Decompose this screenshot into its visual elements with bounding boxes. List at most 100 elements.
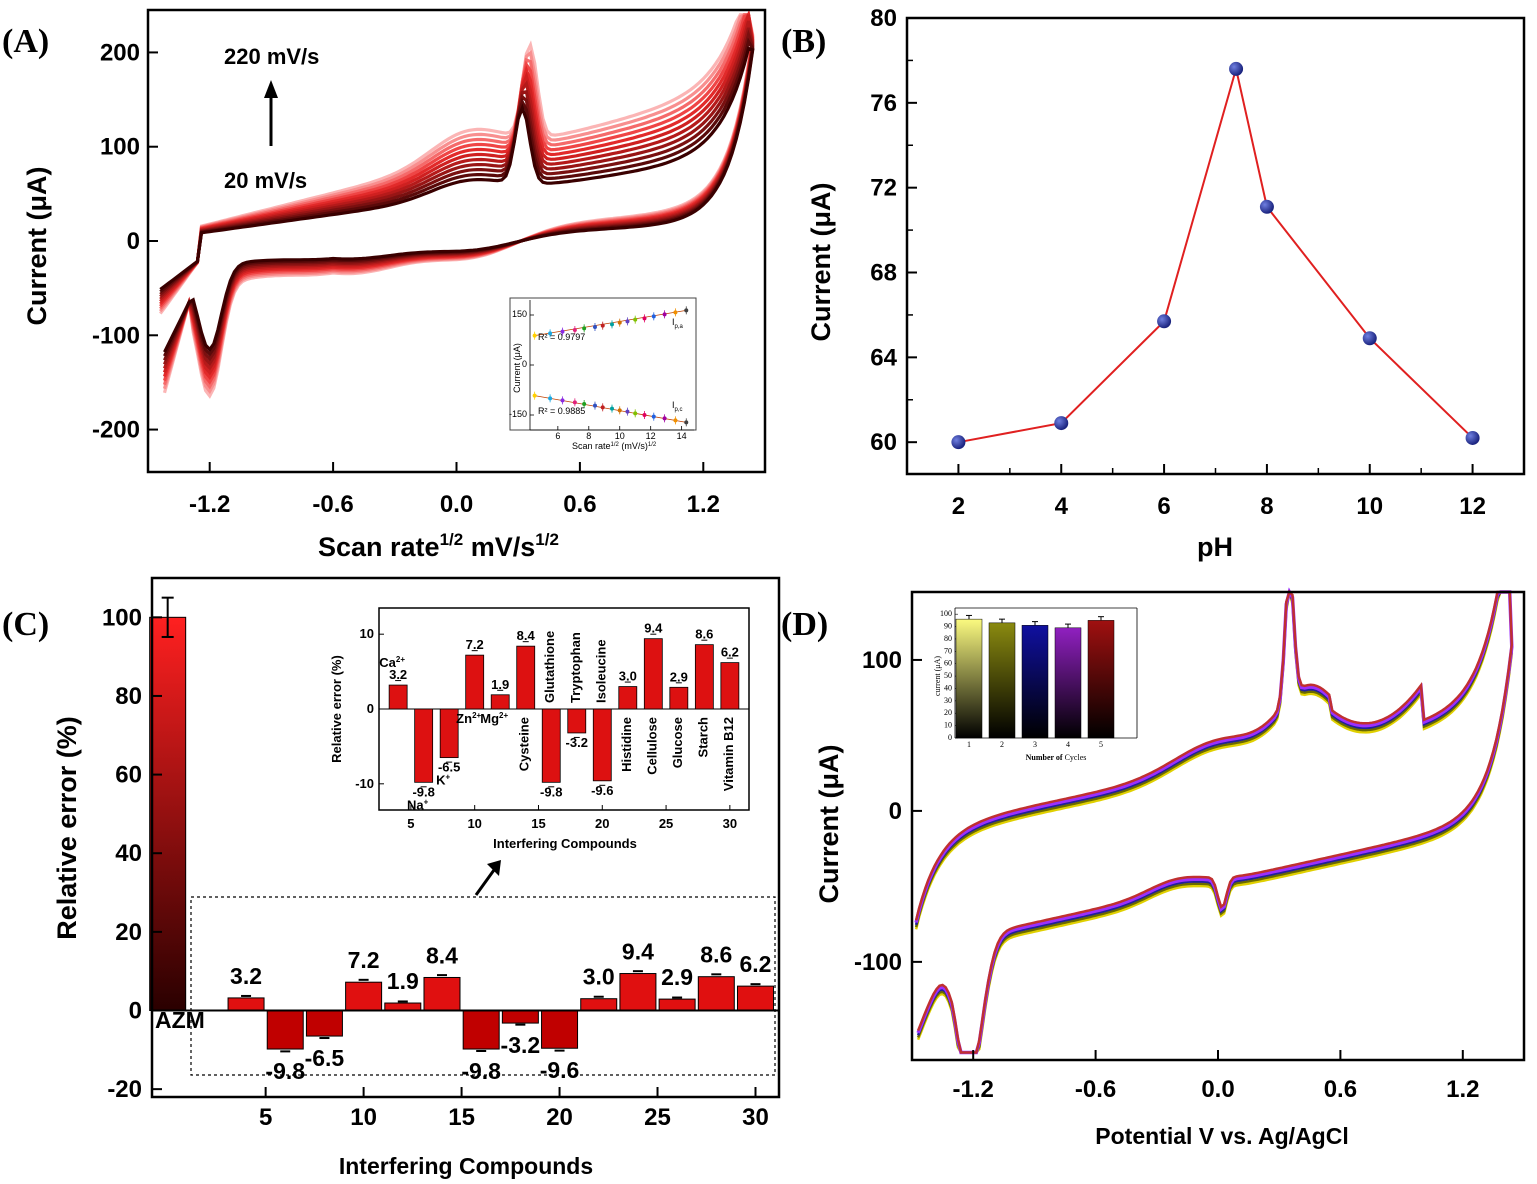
panel-c-bar: [697, 976, 735, 1011]
panel-d-xtick-label: 1.2: [1446, 1076, 1479, 1103]
panel-c-bar-value-label: -9.6: [540, 1057, 580, 1083]
panel-c-inset-compound-name: K+: [436, 773, 450, 788]
panel-c-inset-compound-name-sup: 2+: [472, 711, 481, 720]
panel-d-xtick-label: -1.2: [953, 1076, 994, 1103]
panel-c-inset-bar: [490, 694, 510, 710]
panel-c-inset-compound-name-sup: 2+: [499, 711, 508, 720]
panel-a-letter: (A): [2, 23, 49, 60]
panel-d-inset-ylabel: current (μA): [933, 656, 942, 696]
panel-b-xtick-label: 6: [1157, 493, 1170, 520]
panel-c-inset-xtick-label: 20: [595, 816, 609, 831]
panel-a-inset-point: [617, 408, 622, 413]
panel-c-ytick-label: 20: [115, 919, 142, 946]
panel-a-inset-point: [684, 308, 689, 313]
panel-c-inset-xlabel: Interfering Compounds: [493, 836, 637, 851]
panel-c-inset-compound-name: Starch: [695, 717, 710, 758]
panel-b-point: [1229, 61, 1244, 76]
panel-d-series-group: [914, 587, 1514, 1055]
panel-a-inset-xtick-label: 8: [586, 431, 591, 441]
panel-c-inset-compound-name: Na+: [407, 797, 429, 812]
panel-c-inset-bar: [439, 708, 459, 759]
panel-c-bar: [501, 1010, 539, 1024]
panel-c-inset-compound-name: Zn2+: [456, 711, 481, 726]
panel-b-point: [1157, 314, 1172, 329]
panel-c-bar-value-label: 9.4: [622, 939, 654, 965]
panel-b-ytick-label: 64: [870, 344, 897, 371]
panel-b-ytick-label: 72: [870, 175, 897, 202]
panel-d-cv-curve: [914, 589, 1514, 1054]
panel-b-xtick-label: 12: [1459, 493, 1486, 520]
panel-c-bar-value-label: 2.9: [661, 964, 693, 990]
panel-a-inset-point: [592, 325, 597, 329]
panel-c-inset-compound-name: Mg2+: [480, 711, 508, 726]
panel-c-frame: [150, 576, 781, 1099]
panel-d-inset-ytick-label: 70: [944, 646, 952, 655]
panel-c-bar-value-label: 3.0: [583, 964, 615, 990]
panel-a-inset-point: [633, 317, 638, 322]
panel-b-ytick-label: 60: [870, 429, 897, 456]
panel-a-inset-xtick-label: 14: [677, 431, 687, 441]
panel-b-point: [951, 435, 966, 450]
panel-a-inset-point: [548, 331, 553, 336]
panel-a-inset-point: [600, 323, 605, 328]
panel-c-inset-xtick-label: 30: [723, 816, 737, 831]
panel-d-xtick-label: 0.0: [1201, 1076, 1234, 1103]
panel-c-inset-ytick-label: 0: [367, 701, 374, 716]
panel-c-inset-compound-name: Glucose: [670, 717, 685, 768]
panel-a-cv-curve: [159, 46, 755, 353]
panel-a-inset-r2-anodic: R² = 0.9797: [538, 332, 585, 342]
panel-a-xtick-label: 1.2: [687, 491, 720, 518]
panel-b-xtick-label: 10: [1356, 493, 1383, 520]
panel-c-interference-chart: 3.2-9.8 -6.57.21.98.4-9.8-3.2-9.63.09.42.…: [52, 576, 781, 1179]
panel-c-bar: [423, 976, 461, 1011]
panel-c-inset-xtick-label: 10: [467, 816, 481, 831]
panel-b-ytick-label: 68: [870, 260, 897, 287]
panel-c-inset-bar-value-label: -9.6: [591, 783, 613, 798]
panel-c-bar: [384, 1002, 422, 1011]
panel-c-bar-value-label: 8.6: [700, 942, 732, 968]
panel-b-point: [1465, 430, 1480, 445]
panel-a-inset-point: [673, 310, 678, 315]
panel-d-ytick-label: -100: [854, 949, 902, 976]
panel-a-inset-xtick-label: 12: [646, 431, 656, 441]
panel-a-inset-point: [651, 414, 656, 419]
panel-c-inset-bar-value-label: 6.2: [721, 645, 739, 660]
panel-a-inset-label-anodic-main: I: [672, 317, 675, 327]
panel-a-inset-point: [617, 320, 622, 325]
panel-a-inset-content: 6 8 10 12 14 -150 0 150: [509, 300, 694, 441]
panel-c-inset-compound-name: Cysteine: [517, 717, 532, 771]
panel-a-inset-ytick-label: 150: [512, 309, 527, 319]
panel-c-bar: [580, 998, 618, 1011]
panel-d-inset-xtick-label: 3: [1033, 740, 1037, 749]
panel-c-ytick-label: 40: [115, 840, 142, 867]
panel-c-bar: [345, 981, 383, 1012]
panel-c-inset-bar-value-label: 1.9: [491, 677, 509, 692]
panel-c-bar-value-label: 6.2: [739, 951, 771, 977]
panel-d-ytick-label: 0: [889, 798, 902, 825]
panel-a-inset-xlabel-sup2: 1/2: [648, 442, 657, 448]
panel-c-inset-bar: [414, 708, 434, 783]
panel-c-inset-compound-name: Ca2+: [379, 655, 405, 670]
panel-c-bar-value-label: 7.2: [348, 947, 380, 973]
panel-c-ytick-label: 0: [129, 998, 142, 1025]
panel-c-inset-compound-name: Isoleucine: [593, 639, 608, 703]
panel-d-inset-bar: [955, 618, 983, 739]
panel-c-inset-bar: [465, 654, 485, 710]
panel-a-ytick-label: 100: [100, 134, 140, 161]
panel-b-series-line: [958, 68, 1474, 444]
panel-a-inset-point: [600, 405, 605, 410]
panel-a-inset-point: [582, 326, 587, 331]
panel-d-inset-ytick-label: 20: [944, 708, 952, 717]
panel-c-bar: [619, 973, 657, 1011]
panel-c-inset-bar: [388, 684, 408, 710]
panel-c-zoom-region: [190, 896, 776, 1076]
panel-c-inset-compound-name-sup: 2+: [396, 655, 405, 664]
panel-c-inset-bar-value-label: -3.2: [566, 735, 588, 750]
panel-c-bar: [227, 997, 265, 1011]
panel-d-inset-xlabel-tail: Cycles: [1065, 753, 1087, 762]
panel-c-inset-compound-name-main: Zn: [456, 711, 472, 726]
